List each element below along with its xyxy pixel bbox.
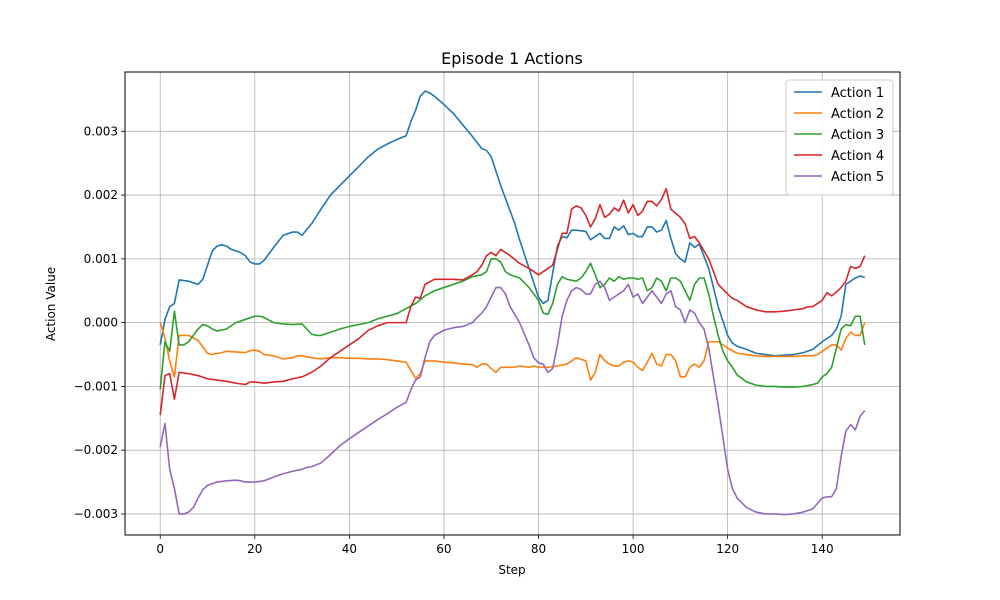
x-ticks: 0 20 40 60 80 100 120 140 (156, 535, 834, 556)
y-tick-label: −0.001 (74, 379, 118, 393)
x-tick-label: 120 (716, 542, 739, 556)
y-tick-label: 0.003 (84, 124, 118, 138)
x-tick-label: 140 (811, 542, 834, 556)
legend-label-action-4: Action 4 (831, 149, 884, 164)
x-tick-label: 80 (531, 542, 546, 556)
series-line-action-4 (159, 187, 866, 416)
chart-title: Episode 1 Actions (441, 49, 583, 68)
x-tick-label: 0 (156, 542, 164, 556)
x-tick-label: 60 (436, 542, 451, 556)
y-tick-label: −0.003 (74, 507, 118, 521)
plot-frame (124, 71, 901, 536)
legend: Action 1 Action 2 Action 3 Action 4 Action 5 (785, 79, 894, 196)
y-tick-label: −0.002 (74, 443, 118, 457)
x-tick-label: 40 (342, 542, 357, 556)
series-line-action-3 (159, 258, 866, 390)
series-line-action-1 (159, 90, 865, 357)
y-tick-label: 0.000 (84, 316, 118, 330)
x-tick-label: 100 (622, 542, 645, 556)
y-axis-label: Action Value (44, 267, 58, 341)
legend-box (785, 79, 894, 196)
y-tick-label: 0.001 (84, 252, 118, 266)
series-line-action-2 (159, 322, 866, 381)
legend-label-action-2: Action 2 (831, 107, 884, 122)
x-axis-label: Step (498, 563, 525, 577)
y-tick-label: 0.002 (84, 188, 118, 202)
x-tick-label: 20 (247, 542, 262, 556)
series-group (159, 90, 866, 516)
y-ticks: −0.003 −0.002 −0.001 0.000 0.001 0.002 0.003 (74, 124, 125, 521)
legend-label-action-3: Action 3 (831, 128, 884, 143)
legend-label-action-5: Action 5 (831, 170, 884, 185)
series-line-action-5 (159, 280, 866, 516)
legend-label-action-1: Action 1 (831, 86, 884, 101)
